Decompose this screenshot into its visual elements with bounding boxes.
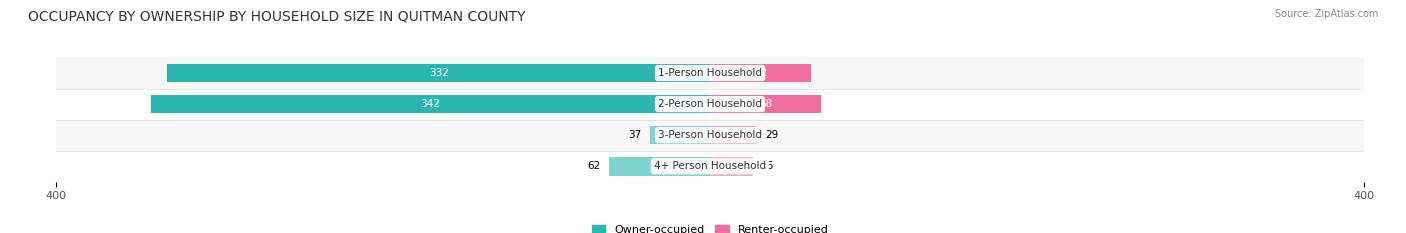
Text: 29: 29 xyxy=(766,130,779,140)
Text: OCCUPANCY BY OWNERSHIP BY HOUSEHOLD SIZE IN QUITMAN COUNTY: OCCUPANCY BY OWNERSHIP BY HOUSEHOLD SIZE… xyxy=(28,9,526,23)
Text: 62: 62 xyxy=(754,68,768,78)
Text: 68: 68 xyxy=(759,99,772,109)
Bar xyxy=(710,157,752,175)
Text: 26: 26 xyxy=(761,161,773,171)
Text: 342: 342 xyxy=(420,99,440,109)
Bar xyxy=(56,151,1364,182)
Bar xyxy=(710,95,821,113)
Text: 3-Person Household: 3-Person Household xyxy=(658,130,762,140)
Bar xyxy=(167,64,710,82)
Bar xyxy=(56,58,1364,89)
Bar xyxy=(650,126,710,144)
Text: 1-Person Household: 1-Person Household xyxy=(658,68,762,78)
Text: 332: 332 xyxy=(429,68,449,78)
Bar xyxy=(56,120,1364,151)
Text: 37: 37 xyxy=(628,130,641,140)
Bar xyxy=(56,89,1364,120)
Text: Source: ZipAtlas.com: Source: ZipAtlas.com xyxy=(1274,9,1378,19)
Bar xyxy=(609,157,710,175)
Bar xyxy=(710,64,811,82)
Text: 4+ Person Household: 4+ Person Household xyxy=(654,161,766,171)
Legend: Owner-occupied, Renter-occupied: Owner-occupied, Renter-occupied xyxy=(588,220,832,233)
Bar xyxy=(710,126,758,144)
Text: 2-Person Household: 2-Person Household xyxy=(658,99,762,109)
Text: 62: 62 xyxy=(588,161,600,171)
Bar xyxy=(150,95,710,113)
